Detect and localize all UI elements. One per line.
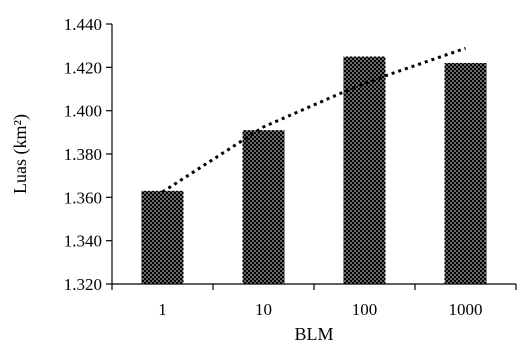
bar-1	[141, 190, 184, 284]
bar-100	[343, 56, 386, 284]
x-tick-label: 1	[158, 300, 167, 319]
x-axis-ticks: 1 10 100 1000	[111, 284, 517, 319]
x-tick-label: 10	[255, 300, 272, 319]
bar-10	[242, 130, 285, 284]
y-axis-title: Luas (km²)	[10, 114, 31, 194]
bar-1000	[444, 63, 487, 284]
y-tick-label: 1.420	[64, 58, 102, 77]
y-tick-label: 1.340	[64, 232, 102, 251]
y-tick-label: 1.380	[64, 145, 102, 164]
y-tick-label: 1.440	[64, 15, 102, 34]
y-tick-label: 1.400	[64, 102, 102, 121]
x-tick-label: 100	[352, 300, 378, 319]
y-axis-ticks: 1.320 1.340 1.360 1.380 1.400 1.420 1.440	[64, 15, 112, 294]
y-tick-label: 1.320	[64, 275, 102, 294]
trendline	[161, 46, 466, 194]
x-tick-label: 1000	[449, 300, 483, 319]
bars-group	[141, 56, 487, 284]
y-tick-label: 1.360	[64, 188, 102, 207]
x-axis-title: BLM	[294, 324, 333, 344]
